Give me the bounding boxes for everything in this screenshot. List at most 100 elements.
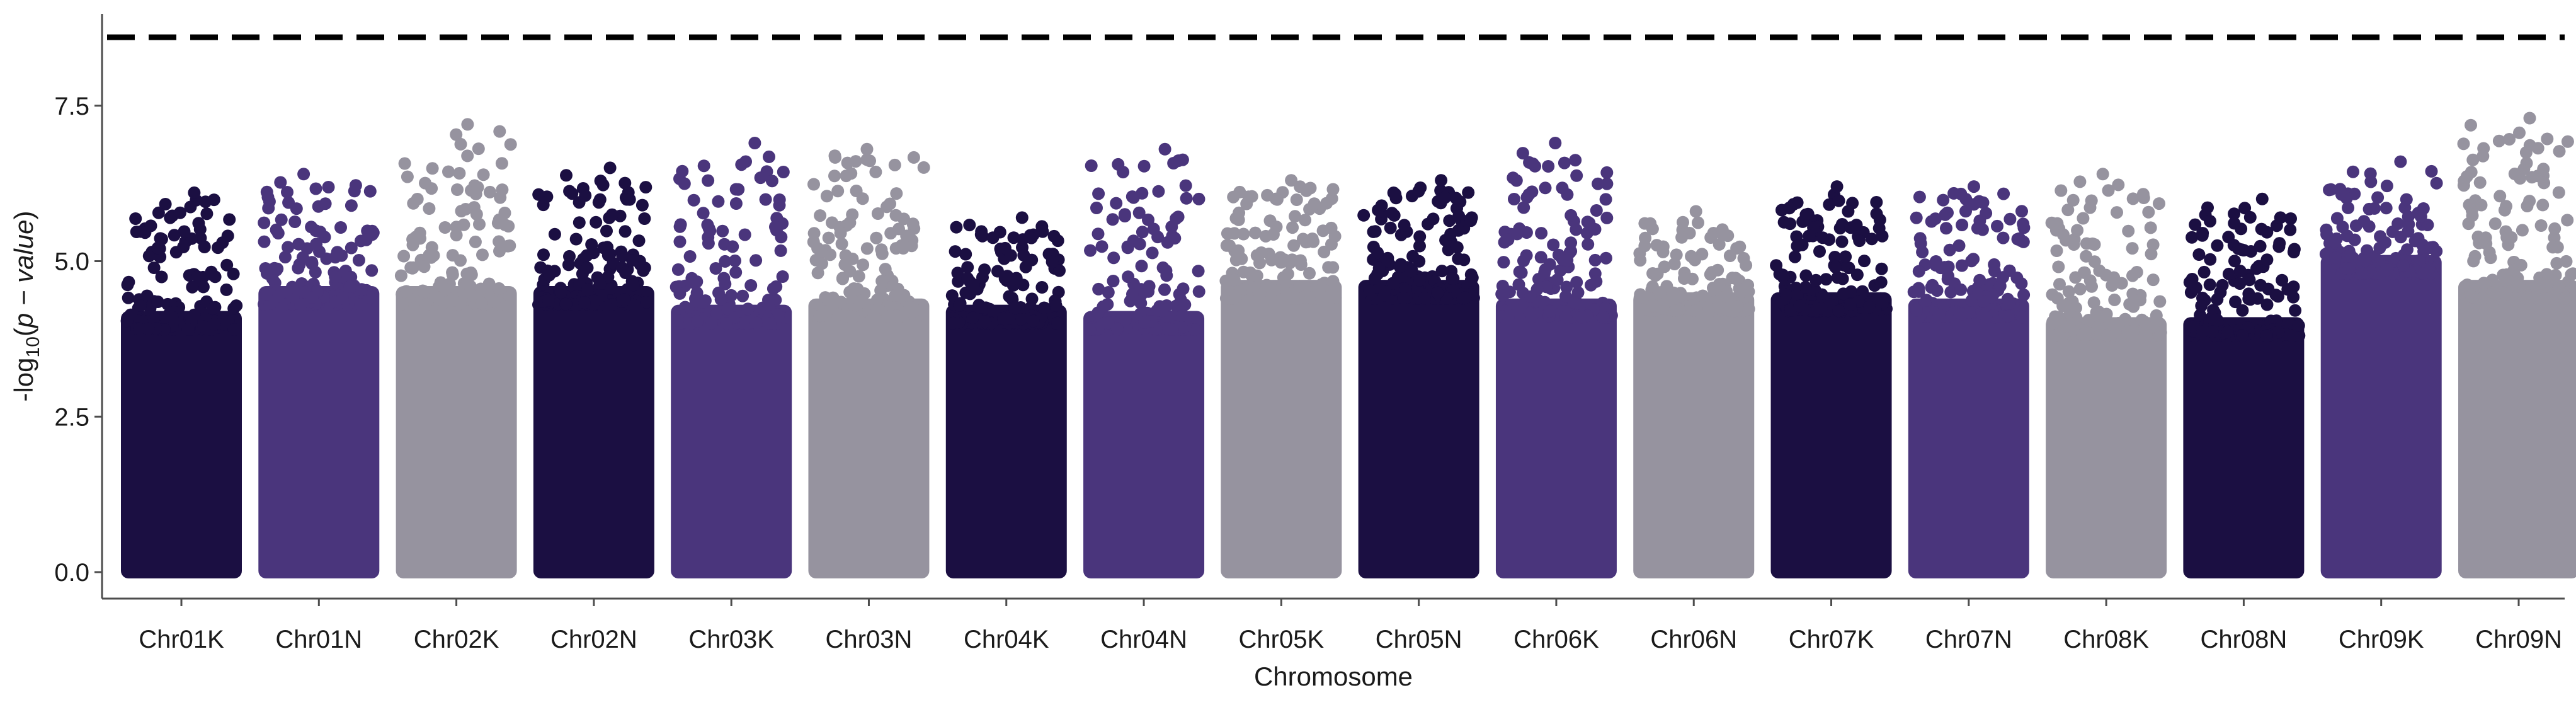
x-tick-label-chr01k: Chr01K [139, 626, 224, 653]
snp-point [1146, 246, 1159, 259]
snp-point [870, 232, 882, 244]
snp-point [1326, 261, 1339, 273]
snp-point [593, 196, 605, 209]
snp-point [1956, 307, 1968, 320]
snp-point [560, 169, 573, 181]
snp-point [2541, 133, 2553, 146]
snp-point [319, 197, 332, 210]
snp-point [2089, 238, 2101, 251]
snp-point [1051, 317, 1064, 330]
peak-snp-point [1690, 205, 1702, 218]
snp-point [1600, 252, 1612, 265]
snp-point [220, 259, 233, 272]
snp-point [843, 216, 856, 229]
snp-point [1513, 265, 1526, 278]
snp-point [1233, 186, 1246, 198]
snp-point [1997, 232, 2010, 244]
snp-point [2284, 224, 2296, 236]
snp-point [2198, 266, 2211, 278]
snp-point [702, 237, 715, 250]
snp-point [1780, 289, 1792, 301]
snp-point [230, 299, 242, 312]
snp-point [1439, 192, 1451, 204]
x-tick-label-chr02k: Chr02K [414, 626, 499, 653]
snp-point [1286, 221, 1299, 234]
snp-point [2546, 292, 2558, 304]
snp-point [1005, 249, 1017, 261]
snp-point [288, 215, 301, 228]
snp-point [835, 227, 847, 239]
snp-point [2373, 242, 2386, 255]
snp-point [2244, 211, 2257, 224]
snp-point [618, 294, 631, 306]
peak-snp-point [297, 168, 310, 180]
snp-point [1564, 236, 1577, 249]
snp-point [1278, 253, 1291, 266]
snp-point [1559, 290, 1572, 302]
snp-point [125, 309, 137, 321]
snp-point [722, 302, 734, 315]
snp-point [808, 227, 821, 239]
snp-point [262, 191, 275, 204]
snp-point [1791, 240, 1803, 253]
snp-point [186, 281, 198, 294]
snp-point [1844, 298, 1857, 311]
snp-point [581, 283, 594, 296]
snp-point [1160, 269, 1173, 282]
snp-point [1582, 238, 1594, 251]
snp-point [446, 267, 459, 279]
snp-point [2196, 229, 2209, 242]
peak-snp-point [1968, 180, 1980, 193]
snp-point [1001, 270, 1013, 282]
snp-point [1508, 193, 1520, 205]
snp-point [1638, 239, 1651, 252]
snp-point [1535, 227, 1547, 239]
snp-point [2085, 195, 2098, 207]
snp-point [142, 323, 155, 335]
chromosome-points-chr06n [1633, 205, 1755, 579]
snp-point [730, 197, 743, 210]
snp-point [1326, 291, 1338, 304]
dense-points-chr09k [2321, 255, 2442, 578]
snp-point [1015, 313, 1027, 326]
snp-point [1589, 254, 1602, 267]
snp-point [1180, 180, 1192, 192]
snp-point [821, 190, 833, 202]
chromosome-points-chr05n [1357, 174, 1480, 578]
snp-point [1913, 285, 1925, 298]
snp-point [457, 219, 470, 231]
snp-point [2232, 243, 2245, 255]
snp-point [2211, 293, 2223, 306]
snp-point [2431, 177, 2443, 190]
snp-point [258, 236, 271, 248]
peak-snp-point [461, 118, 474, 130]
snp-point [961, 261, 974, 273]
x-axis-title: Chromosome [1254, 662, 1413, 691]
snp-point [1543, 305, 1556, 318]
snp-point [2381, 263, 2393, 276]
snp-point [1406, 250, 1419, 263]
snp-point [425, 182, 438, 195]
snp-point [2147, 238, 2160, 251]
snp-point [2131, 266, 2143, 278]
snp-point [1833, 195, 1845, 207]
snp-point [1357, 209, 1370, 222]
chromosome-points-chr08n [2183, 193, 2305, 578]
snp-point [2521, 157, 2533, 169]
snp-point [717, 272, 730, 285]
snp-point [282, 241, 294, 253]
snp-point [281, 186, 294, 198]
x-tick-label-chr06k: Chr06K [1513, 626, 1599, 653]
snp-point [1119, 208, 1131, 221]
snp-point [2344, 249, 2357, 261]
snp-point [1929, 212, 1942, 225]
snp-point [766, 175, 778, 187]
snp-point [1667, 287, 1680, 299]
snp-point [152, 296, 164, 308]
peak-snp-point [1016, 211, 1029, 224]
snp-point [1046, 256, 1059, 268]
snp-point [447, 294, 460, 307]
snp-point [2561, 214, 2573, 226]
snp-point [2055, 185, 2067, 197]
snp-point [1107, 213, 1119, 226]
